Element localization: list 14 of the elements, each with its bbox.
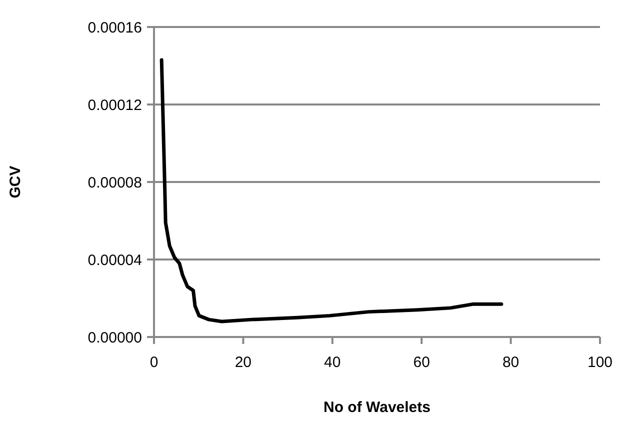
y-tick-label: 0.00008 [88, 174, 142, 192]
x-tick-label: 100 [587, 354, 613, 371]
y-axis-title: GCV [7, 166, 24, 198]
y-tick-label: 0.00000 [88, 329, 142, 346]
y-tick-label: 0.00016 [88, 19, 142, 36]
x-tick-label: 20 [234, 354, 252, 371]
x-tick-label: 60 [413, 354, 430, 371]
line-series [160, 58, 504, 324]
x-tick-label: 80 [502, 354, 520, 371]
x-tick-label: 40 [324, 354, 341, 371]
y-tick-label: 0.00012 [88, 96, 142, 114]
y-tick-label: 0.00004 [88, 252, 142, 269]
x-axis-title: No of Wavelets [324, 399, 430, 416]
x-tick-label: 0 [150, 354, 158, 371]
